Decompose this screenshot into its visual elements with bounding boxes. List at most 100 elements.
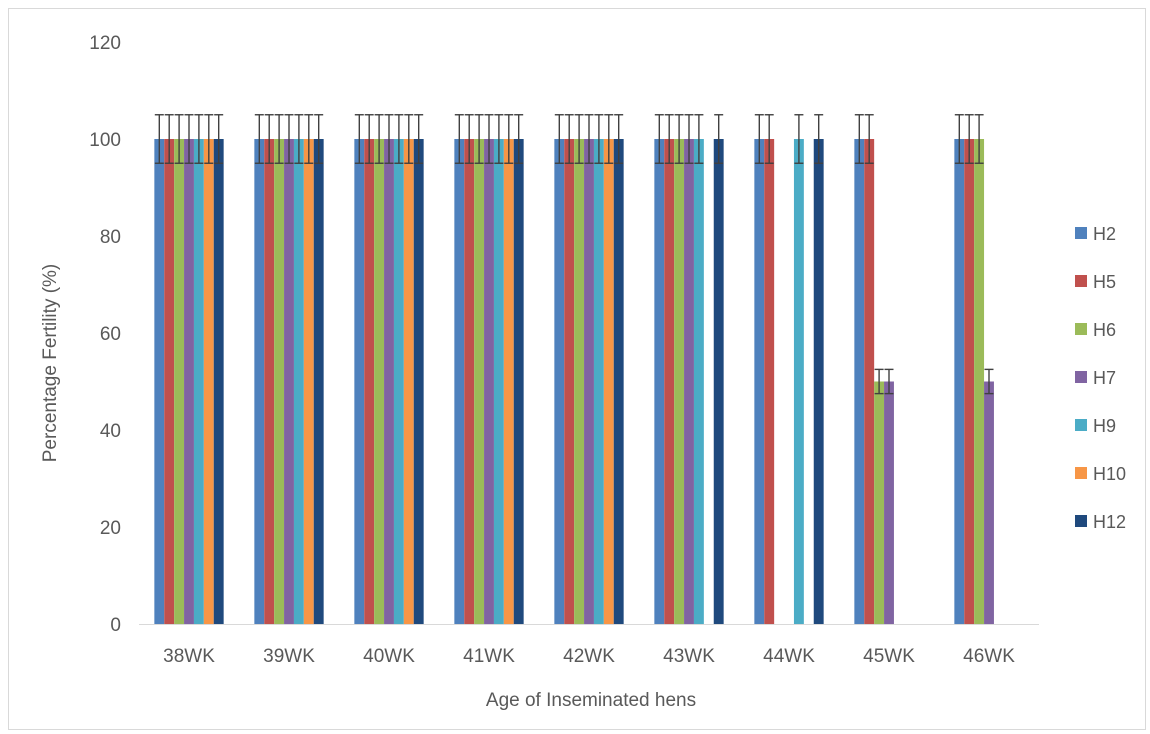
bar — [574, 139, 585, 624]
legend-item: H6 — [1075, 320, 1116, 340]
error-bar — [564, 114, 574, 164]
x-axis-label: Age of Inseminated hens — [486, 690, 696, 711]
bar — [213, 139, 224, 624]
legend-label: H9 — [1093, 416, 1116, 436]
error-bar — [594, 114, 604, 164]
error-bar — [384, 114, 394, 164]
error-bar — [964, 114, 974, 164]
bar — [554, 139, 565, 624]
y-tick-labels: 0 20 40 60 80 100 120 — [89, 33, 121, 636]
bar — [503, 139, 514, 624]
error-bar — [974, 114, 984, 164]
bar — [154, 139, 165, 624]
bar — [284, 139, 294, 624]
bar — [364, 139, 375, 624]
bar — [474, 139, 485, 624]
error-bar — [304, 114, 314, 164]
legend-item: H12 — [1075, 512, 1126, 532]
error-bar — [214, 114, 224, 164]
bar — [493, 139, 504, 624]
bar — [854, 139, 865, 624]
bar — [413, 139, 424, 624]
error-bar — [164, 114, 174, 164]
error-bar — [294, 114, 304, 164]
x-tick-labels: 38WK 39WK 40WK 41WK 42WK 43WK 44WK 45WK 46WK — [163, 646, 1015, 667]
bar — [954, 139, 965, 624]
bar — [513, 139, 524, 624]
error-bar — [764, 114, 774, 164]
error-bar — [464, 114, 474, 164]
legend: H2 H5 H6 H7 H9 H10 H12 — [1075, 224, 1126, 532]
y-tick-label: 120 — [89, 33, 121, 54]
error-bar — [654, 114, 664, 164]
legend-item: H10 — [1075, 464, 1126, 484]
bar — [693, 139, 704, 624]
bar — [754, 139, 765, 624]
error-bar — [414, 114, 424, 164]
error-bar — [194, 114, 204, 164]
error-bar — [674, 114, 684, 164]
error-bar — [354, 114, 364, 164]
error-bar — [504, 114, 514, 164]
bar — [313, 139, 324, 624]
error-bar — [694, 114, 704, 164]
bar — [193, 139, 204, 624]
bar — [613, 139, 624, 624]
bar — [713, 139, 724, 624]
x-tick-label: 42WK — [563, 646, 615, 667]
bar — [164, 139, 175, 624]
error-bar — [454, 114, 464, 164]
error-bar — [854, 114, 864, 164]
bar — [303, 139, 314, 624]
error-bar — [154, 114, 164, 164]
x-tick-label: 43WK — [663, 646, 715, 667]
error-bar — [584, 114, 594, 164]
error-bar — [174, 114, 184, 164]
legend-label: H7 — [1093, 368, 1116, 388]
bar — [403, 139, 414, 624]
error-bar — [484, 114, 494, 164]
error-bar — [864, 114, 874, 164]
bar — [374, 139, 385, 624]
error-bar — [754, 114, 764, 164]
bar — [484, 139, 494, 624]
error-bar — [474, 114, 484, 164]
legend-item: H9 — [1075, 416, 1116, 436]
error-bar — [514, 114, 524, 164]
bar — [674, 139, 685, 624]
bar — [974, 139, 985, 624]
error-bar — [394, 114, 404, 164]
bar — [293, 139, 304, 624]
error-bar — [364, 114, 374, 164]
x-tick-label: 41WK — [463, 646, 515, 667]
error-bar — [794, 114, 804, 164]
legend-item: H2 — [1075, 224, 1116, 244]
bar — [274, 139, 285, 624]
legend-swatch — [1075, 419, 1087, 431]
bar — [654, 139, 665, 624]
bar — [884, 381, 894, 624]
bar — [793, 139, 804, 624]
error-bar — [604, 114, 614, 164]
bar — [874, 381, 885, 624]
y-tick-label: 20 — [100, 518, 121, 539]
error-bar — [314, 114, 324, 164]
error-bar — [684, 114, 694, 164]
error-bar — [984, 368, 994, 395]
bar — [964, 139, 975, 624]
error-bar — [264, 114, 274, 164]
bar — [384, 139, 394, 624]
error-bar — [814, 114, 824, 164]
error-bar — [714, 114, 724, 164]
x-tick-label: 44WK — [763, 646, 815, 667]
error-bar — [274, 114, 284, 164]
legend-label: H12 — [1093, 512, 1126, 532]
y-tick-label: 80 — [100, 227, 121, 248]
y-tick-label: 0 — [110, 615, 121, 636]
error-bar — [884, 368, 894, 395]
error-bar — [204, 114, 214, 164]
bar — [393, 139, 404, 624]
error-bar — [874, 368, 884, 395]
error-bar — [554, 114, 564, 164]
y-axis-label: Percentage Fertility (%) — [40, 264, 61, 463]
